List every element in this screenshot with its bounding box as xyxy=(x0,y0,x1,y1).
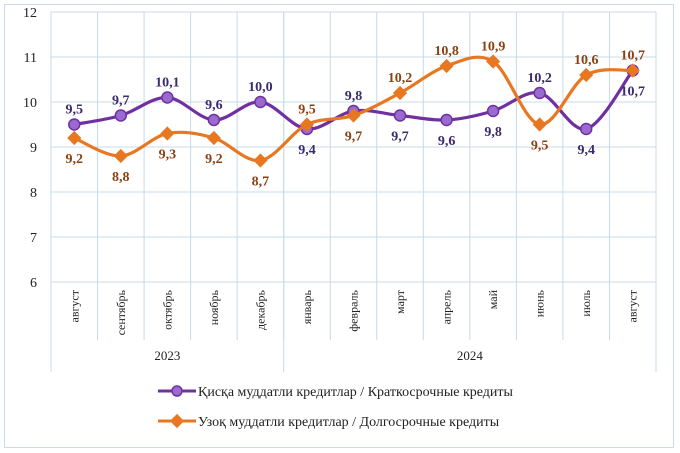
data-label: 9,8 xyxy=(484,125,502,140)
y-tick-label: 6 xyxy=(30,276,37,291)
data-point-long-term xyxy=(532,117,547,132)
data-point-short-term xyxy=(161,91,174,104)
data-point-long-term xyxy=(486,54,501,69)
y-tick-label: 10 xyxy=(23,96,37,111)
data-label: 9,2 xyxy=(205,152,223,167)
data-label: 9,5 xyxy=(298,103,316,118)
data-label: 10,7 xyxy=(620,49,645,64)
x-tick-label: май xyxy=(486,289,500,309)
x-tick-label: август xyxy=(67,289,81,322)
data-label: 10,2 xyxy=(527,71,552,86)
data-point-long-term xyxy=(160,126,175,141)
legend-circle-icon xyxy=(171,385,183,397)
data-point-long-term xyxy=(299,117,315,132)
y-tick-label: 9 xyxy=(30,141,37,156)
legend-diamond-icon xyxy=(169,413,185,429)
data-label: 10,1 xyxy=(155,76,180,91)
data-point-short-term xyxy=(68,118,81,131)
x-tick-label: сентябрь xyxy=(114,289,128,335)
data-point-short-term xyxy=(207,113,221,127)
x-tick-label: декабрь xyxy=(253,289,267,330)
data-label: 9,7 xyxy=(112,94,130,109)
x-tick-label: апрель xyxy=(440,289,454,324)
data-label: 8,8 xyxy=(112,170,130,185)
y-tick-label: 11 xyxy=(24,51,37,66)
y-tick-label: 8 xyxy=(30,186,37,201)
data-label: 10,9 xyxy=(481,40,506,55)
data-point-long-term xyxy=(346,108,361,123)
legend-label: Қисқа муддатли кредитлар / Краткосрочные… xyxy=(198,385,514,400)
x-tick-label: март xyxy=(393,289,407,314)
data-label: 9,4 xyxy=(577,143,595,158)
x-tick-label: июнь xyxy=(533,289,547,317)
data-point-long-term xyxy=(579,67,594,83)
x-tick-label: февраль xyxy=(347,289,361,331)
data-point-short-term xyxy=(486,104,500,118)
data-label: 8,7 xyxy=(252,175,270,190)
data-point-short-term xyxy=(254,95,267,109)
legend-label: Узоқ муддатли кредитлар / Долгосрочные к… xyxy=(198,415,500,430)
x-tick-label: октябрь xyxy=(160,289,174,329)
data-label: 9,5 xyxy=(531,139,549,154)
data-point-short-term xyxy=(533,86,546,100)
data-label: 10,8 xyxy=(434,44,459,59)
data-point-long-term xyxy=(253,153,268,168)
data-point-long-term xyxy=(67,130,82,146)
data-label: 9,8 xyxy=(345,89,363,104)
data-point-long-term xyxy=(439,58,454,74)
data-label: 10,7 xyxy=(620,85,645,100)
y-tick-label: 12 xyxy=(23,6,37,21)
y-tick-label: 7 xyxy=(30,231,37,246)
data-label: 9,5 xyxy=(66,103,84,118)
data-label: 9,6 xyxy=(205,98,223,113)
x-tick-label: январь xyxy=(300,289,314,324)
data-point-long-term xyxy=(392,85,408,101)
data-point-short-term xyxy=(579,122,593,136)
data-point-long-term xyxy=(625,63,640,78)
data-label: 10,6 xyxy=(574,53,599,68)
data-label: 10,0 xyxy=(248,80,273,95)
data-point-short-term xyxy=(393,109,407,122)
data-label: 9,7 xyxy=(391,130,409,145)
data-label: 9,6 xyxy=(438,134,456,149)
data-label: 9,2 xyxy=(66,152,84,167)
year-label: 2024 xyxy=(457,348,484,363)
year-label: 2023 xyxy=(154,348,180,363)
x-tick-label: август xyxy=(626,289,640,322)
data-label: 10,2 xyxy=(388,71,413,86)
data-point-short-term xyxy=(440,113,453,127)
data-label: 9,3 xyxy=(159,148,177,163)
data-label: 9,7 xyxy=(345,130,363,145)
chart-frame xyxy=(4,4,674,448)
data-point-short-term xyxy=(114,109,128,122)
data-label: 9,4 xyxy=(298,143,316,158)
data-point-long-term xyxy=(113,148,128,164)
x-tick-label: ноябрь xyxy=(207,289,221,325)
data-point-long-term xyxy=(206,130,221,146)
x-tick-label: июль xyxy=(579,289,593,316)
